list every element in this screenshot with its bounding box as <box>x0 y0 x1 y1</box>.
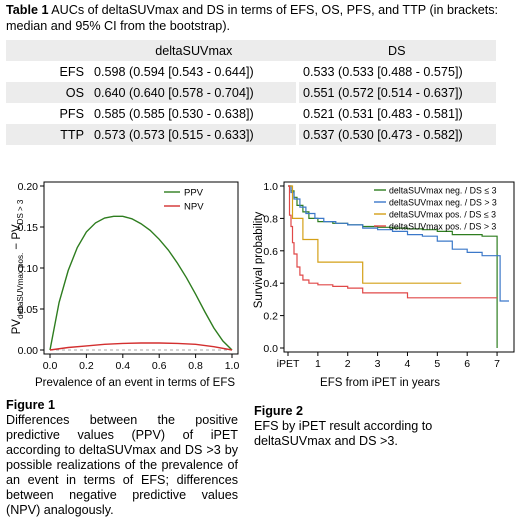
y-tick-label: 0.15 <box>18 222 39 234</box>
table-row: OS 0.640 (0.640 [0.578 - 0.704]) 0.551 (… <box>6 82 496 103</box>
y-tick-label: 0.10 <box>18 263 39 275</box>
legend-label: PPV <box>184 188 204 199</box>
x-tick-label: 4 <box>405 358 411 370</box>
x-tick-label: 3 <box>375 358 381 370</box>
row-header: EFS <box>6 61 90 82</box>
ylabel-pv1: PV <box>11 319 23 335</box>
plot-frame <box>43 181 239 355</box>
x-tick-label: 5 <box>434 358 440 370</box>
col-header-deltasuvmax: deltaSUVmax <box>90 40 298 61</box>
figure2-caption-text: EFS by iPET result according to deltaSUV… <box>254 419 433 448</box>
figure1-y-axis-label: PVdeltaSUVmax pos. − PVDS > 3 <box>11 199 25 334</box>
figure2-label: Figure 2 <box>254 404 303 418</box>
row-header: OS <box>6 82 90 103</box>
figure1-axes: 0.00 0.05 0.10 0.15 0.20 0.0 0.2 0.4 0.6 0.8 1.0 <box>18 181 240 372</box>
figure1-label: Figure 1 <box>6 398 55 412</box>
plot-frame <box>283 181 515 353</box>
series-line-ppv <box>49 215 233 351</box>
figure2-axes: 0.0 0.2 0.4 0.6 0.8 1.0 iPET 1 2 3 4 5 6 7 <box>263 181 515 370</box>
x-tick-label: 0.8 <box>188 360 203 372</box>
y-tick-label: 0.8 <box>263 213 278 225</box>
x-tick-label: 1 <box>315 358 321 370</box>
figure2-series <box>288 185 509 348</box>
legend-label: deltaSUVmax pos. / DS ≤ 3 <box>389 210 496 220</box>
x-tick-label: 0.4 <box>115 360 130 372</box>
ylabel-mid: − PV <box>11 224 23 253</box>
cell-ds: 0.533 (0.533 [0.488 - 0.575]) <box>297 61 496 82</box>
table-row: PFS 0.585 (0.585 [0.530 - 0.638]) 0.521 … <box>6 103 496 124</box>
legend-label: NPV <box>184 202 204 213</box>
table1-caption-text: AUCs of deltaSUVmax and DS in terms of E… <box>6 3 499 33</box>
x-tick-label: 7 <box>494 358 500 370</box>
figure1-legend: PPV NPV <box>164 188 204 213</box>
x-tick-label: 6 <box>464 358 470 370</box>
cell-deltasuvmax: 0.573 (0.573 [0.515 - 0.633]) <box>90 124 299 145</box>
col-header-ds: DS <box>297 40 496 61</box>
y-tick-label: 0.6 <box>263 246 278 258</box>
survival-curve-3 <box>288 185 498 299</box>
table-header-row: deltaSUVmax DS <box>6 40 496 61</box>
y-tick-label: 0.0 <box>263 343 278 355</box>
legend-label: deltaSUVmax neg. / DS ≤ 3 <box>389 186 497 196</box>
x-tick-label: 2 <box>345 358 351 370</box>
x-tick-label: 0.2 <box>79 360 94 372</box>
figure2-legend: deltaSUVmax neg. / DS ≤ 3 deltaSUVmax neg… <box>374 186 497 232</box>
figure1-caption: Figure 1 Differences between the positiv… <box>6 398 238 518</box>
survival-curve-1 <box>288 185 509 302</box>
ylabel-sub2: DS > 3 <box>16 199 25 224</box>
cell-ds: 0.537 (0.530 [0.473 - 0.582]) <box>297 124 496 145</box>
table1-caption: Table 1 AUCs of deltaSUVmax and DS in te… <box>6 2 514 34</box>
cell-deltasuvmax: 0.640 (0.640 [0.578 - 0.704]) <box>90 82 299 103</box>
figure2-caption: Figure 2 EFS by iPET result according to… <box>254 404 474 449</box>
y-tick-label: 0.20 <box>18 181 39 193</box>
legend-label: deltaSUVmax pos. / DS > 3 <box>389 222 496 232</box>
y-tick-label: 1.0 <box>263 181 278 193</box>
figure2-chart: 0.0 0.2 0.4 0.6 0.8 1.0 iPET 1 2 3 4 5 6 7 deltaSUVma… <box>253 181 515 389</box>
y-tick-label: 0.2 <box>263 311 278 323</box>
x-tick-label: 0.6 <box>152 360 167 372</box>
table1-label: Table 1 <box>6 3 49 17</box>
cell-deltasuvmax: 0.585 (0.585 [0.530 - 0.638]) <box>90 103 299 124</box>
table-row: EFS 0.598 (0.594 [0.543 - 0.644]) 0.533 … <box>6 61 496 82</box>
cell-deltasuvmax: 0.598 (0.594 [0.543 - 0.644]) <box>90 61 299 82</box>
figure2-x-axis-label: EFS from iPET in years <box>320 377 440 389</box>
y-tick-label: 0.05 <box>18 304 39 316</box>
x-tick-label: 0.0 <box>43 360 58 372</box>
figure2-y-axis-label: Survival probability <box>253 211 265 308</box>
figure1-x-axis-label: Prevalence of an event in terms of EFS <box>35 377 235 389</box>
y-tick-label: 0.4 <box>263 278 278 290</box>
figure1-series <box>49 215 233 351</box>
ylabel-sub1: deltaSUVmax pos. <box>16 253 25 319</box>
series-line-npv <box>49 342 233 351</box>
corner-cell <box>6 40 90 61</box>
x-tick-label: iPET <box>277 358 300 370</box>
survival-curve-2 <box>288 185 462 284</box>
figure1-chart: 0.00 0.05 0.10 0.15 0.20 0.0 0.2 0.4 0.6 0.8 1.0 P… <box>11 181 240 389</box>
cell-ds: 0.521 (0.531 [0.483 - 0.581]) <box>297 103 496 124</box>
row-header: PFS <box>6 103 90 124</box>
x-tick-label: 1.0 <box>225 360 240 372</box>
auc-table: deltaSUVmax DS EFS 0.598 (0.594 [0.543 -… <box>6 40 496 145</box>
legend-label: deltaSUVmax neg. / DS > 3 <box>389 198 497 208</box>
y-tick-label: 0.00 <box>18 345 39 357</box>
row-header: TTP <box>6 124 90 145</box>
figure1-caption-text: Differences between the positive predict… <box>6 413 238 517</box>
cell-ds: 0.551 (0.572 [0.514 - 0.637]) <box>297 82 496 103</box>
table-row: TTP 0.573 (0.573 [0.515 - 0.633]) 0.537 … <box>6 124 496 145</box>
